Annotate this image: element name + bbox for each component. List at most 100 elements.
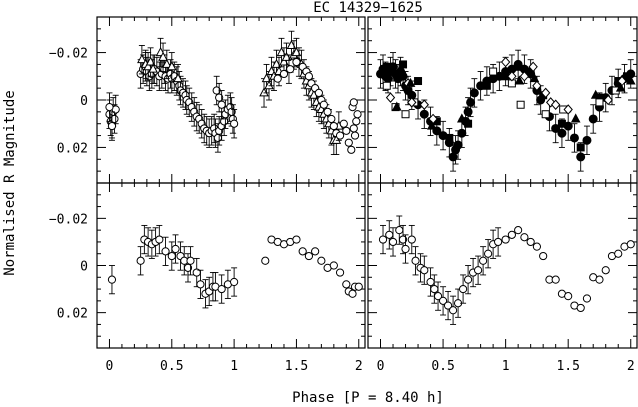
data-point-filled-square <box>399 60 408 69</box>
data-point-diamond <box>507 71 517 82</box>
data-point-triangle <box>259 87 269 97</box>
data-point-filled-triangle <box>590 89 601 99</box>
data-point-filled-circle <box>557 128 567 138</box>
data-point-triangle <box>291 47 302 57</box>
data-point-filled-circle <box>588 114 598 124</box>
data-point-circle <box>215 93 224 102</box>
data-point-triangle <box>137 54 147 64</box>
data-point-circle <box>217 100 226 109</box>
data-point-circle <box>582 294 592 303</box>
data-point-filled-triangle <box>405 77 416 87</box>
data-point-circle <box>230 277 239 287</box>
data-point-circle <box>344 138 353 147</box>
data-point-circle <box>539 251 548 261</box>
data-point-filled-circle <box>576 152 586 162</box>
panels-group: −0.02 0 0.02 0 0.5 1 1.5 2 −0.02 0 0.02 0 0.5 1 1.5 2 <box>49 16 638 374</box>
data-point-triangle <box>158 51 168 61</box>
x-tick-label: 0.5 <box>431 359 454 374</box>
data-point-square <box>401 110 410 119</box>
data-point-filled-circle <box>582 135 592 145</box>
data-point-square <box>516 100 525 109</box>
data-point-circle <box>329 261 338 270</box>
data-point-circle <box>273 74 282 83</box>
data-point-filled-circle <box>551 123 561 133</box>
panel-top-left: −0.02 0 0.02 <box>49 16 366 184</box>
y-tick-label: 0 <box>80 260 88 275</box>
data-point-circle <box>335 268 345 277</box>
data-point-circle <box>479 256 488 265</box>
x-tick-label: 1.5 <box>285 359 308 374</box>
data-point-circle <box>317 256 326 265</box>
data-point-circle <box>601 266 610 275</box>
data-point-circle <box>323 107 332 116</box>
data-point-filled-square <box>576 143 585 152</box>
data-point-circle <box>339 119 348 128</box>
data-point-triangle <box>331 134 342 144</box>
data-point-circle <box>217 284 226 294</box>
data-point-triangle <box>279 56 289 66</box>
data-point-triangle <box>143 61 153 71</box>
data-point-circle <box>401 244 410 254</box>
data-point-circle <box>314 88 323 97</box>
data-point-circle <box>319 100 328 109</box>
data-point-circle <box>171 244 180 254</box>
x-tick-label: 0 <box>106 359 114 374</box>
data-point-circle <box>279 69 289 79</box>
data-point-circle <box>526 237 535 247</box>
data-point-circle <box>304 251 314 261</box>
data-point-diamond <box>540 87 551 99</box>
data-point-circle <box>342 280 351 289</box>
data-point-filled-triangle <box>426 120 437 130</box>
data-point-circle <box>230 119 239 128</box>
data-point-filled-circle <box>463 107 473 117</box>
data-point-circle <box>353 110 362 119</box>
y-axis-label: Normalised R Magnitude <box>2 90 18 275</box>
panel-bottom-right: 0 0.5 1 1.5 2 <box>367 182 638 374</box>
x-tick-label: 1 <box>230 359 238 374</box>
data-point-triangle <box>281 51 292 61</box>
data-point-circle <box>155 235 164 244</box>
data-point-circle <box>105 103 114 112</box>
data-point-triangle <box>173 73 183 83</box>
data-point-circle <box>292 57 301 67</box>
data-point-filled-circle <box>419 109 429 119</box>
data-point-circle <box>463 275 473 284</box>
x-tick-label: 0 <box>377 359 385 374</box>
data-point-circle <box>448 306 458 315</box>
panel-frame <box>367 182 638 349</box>
data-point-diamond <box>551 99 561 110</box>
data-point-circle <box>107 275 117 284</box>
data-point-circle <box>327 114 336 124</box>
data-point-square <box>382 81 391 90</box>
data-point-filled-square <box>382 62 391 71</box>
data-point-circle <box>304 72 314 81</box>
data-points <box>105 30 362 155</box>
data-point-circle <box>286 65 295 74</box>
data-point-diamond <box>603 94 613 106</box>
data-point-circle <box>614 249 623 258</box>
data-point-diamond <box>419 99 429 110</box>
y-tick-label: −0.02 <box>49 212 88 227</box>
data-point-circle <box>458 284 468 294</box>
data-point-filled-square <box>557 119 566 128</box>
data-point-circle <box>136 256 145 265</box>
y-tick-label: 0.02 <box>57 141 88 156</box>
panel-top-right <box>367 16 638 184</box>
data-point-diamond <box>407 97 417 108</box>
data-point-circle <box>501 235 510 244</box>
data-point-circle <box>564 292 573 301</box>
data-point-circle <box>551 275 560 284</box>
data-point-circle <box>385 230 394 239</box>
data-point-square <box>489 67 498 76</box>
x-tick-label: 2 <box>627 359 635 374</box>
data-point-circle <box>514 226 523 235</box>
data-point-square <box>595 98 604 107</box>
data-point-circle <box>407 235 416 244</box>
y-tick-label: 0 <box>80 94 88 109</box>
y-tick-label: −0.02 <box>49 47 88 62</box>
data-point-circle <box>349 98 358 107</box>
data-point-circle <box>443 301 453 310</box>
data-point-circle <box>347 145 356 154</box>
data-point-triangle <box>145 56 156 66</box>
data-point-circle <box>430 284 439 294</box>
